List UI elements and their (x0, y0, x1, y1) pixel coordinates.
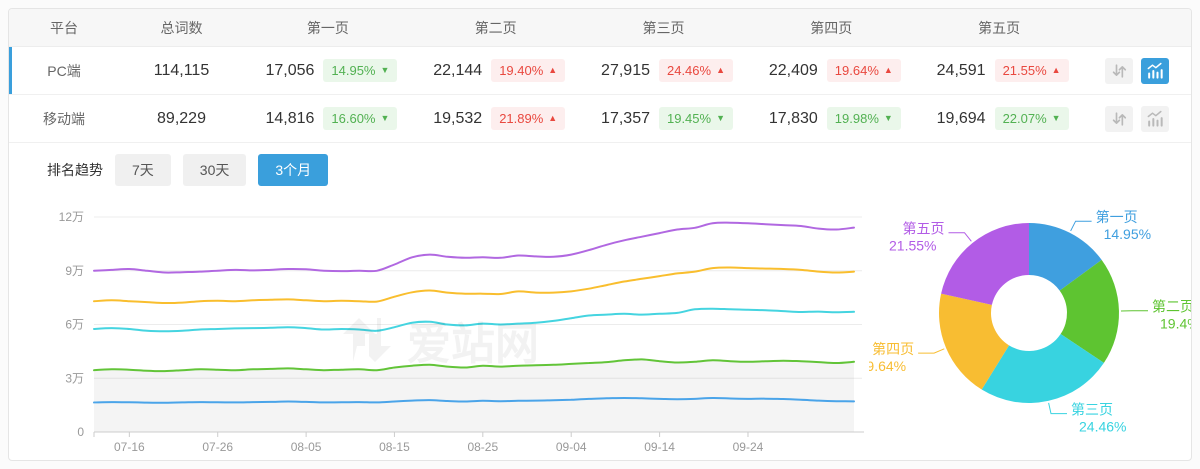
svg-text:3万: 3万 (65, 371, 84, 385)
bar-chart-icon (1147, 110, 1163, 127)
up-down-arrows-icon (1112, 111, 1127, 126)
page3-cell: 17,357 19.45% ▼ (580, 107, 748, 130)
page1-cell: 14,816 16.60% ▼ (244, 107, 412, 130)
trend-arrow-icon: ▲ (883, 65, 893, 75)
tab-3-months[interactable]: 3个月 (258, 154, 329, 186)
up-down-arrows-icon (1112, 63, 1127, 78)
trend-toolbar: 排名趋势 7天 30天 3个月 (9, 143, 1191, 197)
col-page-1: 第一页 (306, 19, 349, 36)
trend-chart-button[interactable] (1141, 57, 1169, 84)
trend-arrow-icon: ▼ (883, 113, 893, 123)
svg-text:19.4%: 19.4% (1160, 316, 1192, 332)
svg-text:07-16: 07-16 (114, 440, 145, 454)
tab-30-days[interactable]: 30天 (182, 154, 247, 186)
line-chart-svg: 07-16 07-26 08-05 08-15 08-25 09-04 09-14 09-24… (59, 210, 864, 454)
col-total-words: 总词数 (160, 19, 203, 36)
page5-cell: 19,694 22.07% ▼ (915, 107, 1083, 130)
page5-count: 24,591 (936, 61, 986, 79)
charts-area: 爱站网 07-16 07-26 08-05 08-15 08-25 09-04 09-14 0… (9, 197, 1192, 460)
page2-percent-badge: 21.89% ▲ (491, 107, 566, 130)
svg-text:9万: 9万 (65, 264, 84, 278)
page4-cell: 17,830 19.98% ▼ (747, 107, 915, 130)
svg-text:6万: 6万 (65, 318, 84, 332)
page4-percent-badge: 19.64% ▲ (826, 59, 901, 82)
trend-arrow-icon: ▼ (1051, 113, 1061, 123)
svg-text:第二页: 第二页 (1152, 299, 1192, 315)
svg-text:第四页: 第四页 (872, 341, 914, 357)
table-row-pc[interactable]: PC端 114,115 17,056 14.95% ▼ 22,144 19.40%… (9, 47, 1191, 95)
page2-percent-badge: 19.40% ▲ (491, 59, 566, 82)
page4-percent-badge: 19.98% ▼ (826, 107, 901, 130)
trend-title: 排名趋势 (47, 162, 103, 178)
svg-text:09-14: 09-14 (644, 440, 675, 454)
keyword-ranking-panel: 平台 总词数 第一页 第二页 第三页 第四页 第五页 PC端 114,115 1… (8, 8, 1192, 461)
page5-cell: 24,591 21.55% ▲ (915, 59, 1083, 82)
page1-count: 17,056 (265, 61, 315, 79)
page3-count: 17,357 (601, 109, 650, 127)
svg-text:21.55%: 21.55% (889, 238, 936, 254)
page3-percent-badge: 19.45% ▼ (658, 107, 733, 130)
page5-percent-badge: 21.55% ▲ (994, 59, 1069, 82)
svg-text:12万: 12万 (59, 210, 84, 224)
page1-percent-badge: 14.95% ▼ (323, 59, 398, 82)
trend-arrow-icon: ▼ (716, 113, 725, 123)
bar-chart-icon (1147, 62, 1163, 79)
svg-text:09-24: 09-24 (733, 440, 764, 454)
table-header: 平台 总词数 第一页 第二页 第三页 第四页 第五页 (9, 9, 1191, 47)
page1-count: 14,816 (265, 109, 315, 127)
svg-text:第三页: 第三页 (1071, 402, 1113, 418)
tab-7-days[interactable]: 7天 (115, 154, 171, 186)
total-words-value: 114,115 (153, 61, 210, 79)
page4-cell: 22,409 19.64% ▲ (747, 59, 915, 82)
page3-count: 27,915 (601, 61, 650, 79)
rank-trend-line-chart: 爱站网 07-16 07-26 08-05 08-15 08-25 09-04 09-14 0… (9, 197, 869, 460)
svg-text:第五页: 第五页 (903, 221, 945, 237)
svg-text:07-26: 07-26 (202, 440, 233, 454)
page3-cell: 27,915 24.46% ▲ (580, 59, 748, 82)
table-row-mobile[interactable]: 移动端 89,229 14,816 16.60% ▼ 19,532 21.89% ▲… (9, 95, 1191, 143)
svg-text:09-04: 09-04 (556, 440, 587, 454)
col-page-5: 第五页 (978, 19, 1021, 36)
row-actions (1083, 57, 1191, 84)
trend-arrow-icon: ▲ (548, 65, 558, 75)
sort-button[interactable] (1105, 57, 1133, 84)
sort-button[interactable] (1105, 105, 1133, 132)
page2-cell: 19,532 21.89% ▲ (412, 107, 580, 130)
trend-arrow-icon: ▼ (380, 113, 390, 123)
svg-text:08-15: 08-15 (379, 440, 410, 454)
col-page-3: 第三页 (642, 19, 685, 36)
col-page-2: 第二页 (474, 19, 517, 36)
platform-label: PC端 (47, 62, 81, 79)
trend-arrow-icon: ▲ (548, 113, 558, 123)
col-platform: 平台 (50, 19, 78, 36)
svg-text:08-05: 08-05 (291, 440, 322, 454)
svg-text:19.64%: 19.64% (869, 358, 906, 374)
svg-text:0: 0 (77, 425, 84, 439)
page1-cell: 17,056 14.95% ▼ (244, 59, 412, 82)
col-page-4: 第四页 (810, 19, 853, 36)
svg-text:24.46%: 24.46% (1079, 419, 1126, 435)
page2-count: 22,144 (433, 61, 483, 79)
svg-text:14.95%: 14.95% (1104, 226, 1151, 242)
trend-arrow-icon: ▲ (1051, 65, 1061, 75)
row-actions (1083, 105, 1191, 132)
page4-count: 22,409 (768, 61, 818, 79)
svg-text:08-25: 08-25 (467, 440, 498, 454)
trend-arrow-icon: ▼ (380, 65, 390, 75)
page1-percent-badge: 16.60% ▼ (323, 107, 398, 130)
page5-percent-badge: 22.07% ▼ (994, 107, 1069, 130)
page2-count: 19,532 (433, 109, 483, 127)
svg-text:第一页: 第一页 (1096, 209, 1138, 225)
page4-count: 17,830 (768, 109, 818, 127)
platform-label: 移动端 (43, 110, 85, 127)
total-words-value: 89,229 (157, 109, 206, 127)
trend-arrow-icon: ▲ (716, 65, 725, 75)
page2-cell: 22,144 19.40% ▲ (412, 59, 580, 82)
page3-percent-badge: 24.46% ▲ (658, 59, 733, 82)
trend-chart-button[interactable] (1141, 105, 1169, 132)
page5-count: 19,694 (936, 109, 986, 127)
